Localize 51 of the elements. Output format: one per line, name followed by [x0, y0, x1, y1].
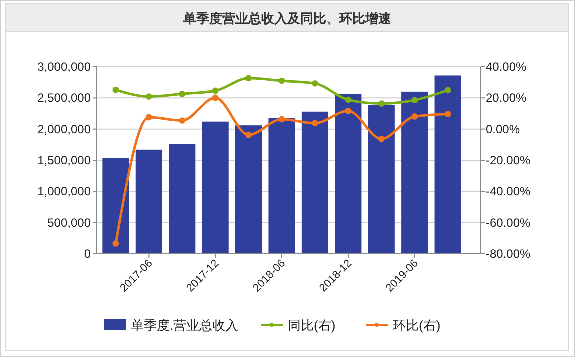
- y-tick-label: 2,000,000: [38, 122, 92, 136]
- bar: [268, 118, 296, 254]
- point: [212, 94, 219, 102]
- y-tick-label: 2,500,000: [38, 91, 92, 106]
- y2-tick-label: 40.00%: [486, 60, 528, 74]
- y2-tick-label: -60.00%: [486, 216, 532, 230]
- point: [179, 90, 186, 98]
- point: [345, 108, 352, 114]
- bar: [402, 92, 428, 254]
- point: [378, 136, 385, 142]
- bar: [335, 94, 362, 254]
- y-tick-label: 1,000,000: [38, 184, 92, 199]
- point: [412, 114, 418, 120]
- point: [444, 111, 452, 118]
- bar: [236, 126, 262, 254]
- point: [146, 94, 152, 100]
- point: [179, 118, 186, 124]
- point: [278, 78, 286, 84]
- legend-label: 单季度.营业总收入: [131, 318, 239, 333]
- chart-title: 单季度营业总收入及同比、环比增速: [182, 11, 392, 26]
- legend-label: 环比(右): [393, 318, 441, 333]
- y2-tick-label: -40.00%: [486, 184, 532, 199]
- point: [444, 87, 452, 94]
- legend-label: 同比(右): [288, 318, 336, 333]
- bar: [434, 76, 462, 254]
- point: [246, 132, 252, 138]
- y-tick-label: 3,000,000: [38, 60, 92, 74]
- point: [312, 120, 318, 127]
- y2-tick-label: 20.00%: [486, 91, 528, 106]
- point: [146, 114, 152, 121]
- bar: [136, 150, 162, 254]
- y2-tick-label: 0.00%: [486, 122, 520, 136]
- point: [378, 100, 385, 107]
- y2-tick-label: -20.00%: [486, 154, 532, 168]
- y-tick-label: 1,500,000: [38, 154, 92, 168]
- bar: [202, 122, 229, 254]
- y-tick-label: 500,000: [48, 216, 92, 230]
- bar: [302, 112, 328, 254]
- point: [246, 75, 252, 82]
- bar: [368, 105, 395, 254]
- y2-tick-label: -80.00%: [486, 247, 532, 261]
- point: [212, 88, 219, 94]
- point: [345, 96, 352, 104]
- bar: [169, 144, 196, 254]
- bar: [102, 158, 130, 254]
- y-tick-label: 0: [84, 247, 92, 261]
- point: [112, 86, 120, 94]
- point: [112, 240, 120, 247]
- point: [278, 116, 286, 123]
- point: [312, 80, 318, 87]
- point: [412, 97, 418, 104]
